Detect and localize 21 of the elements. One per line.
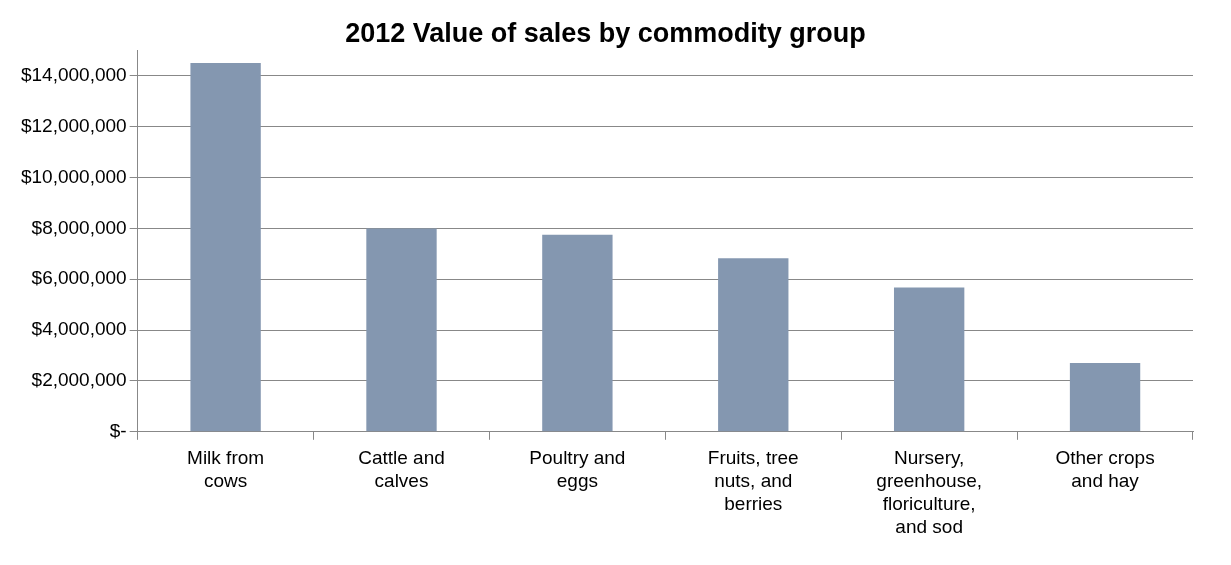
bar: [190, 63, 261, 432]
y-tick-label: $2,000,000: [31, 369, 127, 391]
y-tick-label: $6,000,000: [31, 267, 127, 289]
y-tick-label: $14,000,000: [20, 64, 127, 86]
y-tick-label: $10,000,000: [20, 165, 127, 187]
bar: [1069, 362, 1141, 432]
x-tick-label: Cattle and calves: [358, 447, 445, 492]
bar: [542, 234, 613, 432]
bar: [718, 258, 789, 432]
x-tick-label: Nursery, greenhouse, floriculture, and sod: [876, 447, 982, 537]
x-tick-label: Other crops and hay: [1055, 447, 1155, 492]
x-tick-label: Fruits, tree nuts, and berries: [707, 447, 799, 515]
y-tick-label: $12,000,000: [20, 114, 127, 136]
x-tick-label: Milk from cows: [187, 447, 265, 492]
bar: [893, 287, 965, 432]
x-tick-label: Poultry and eggs: [529, 447, 626, 492]
bar: [366, 228, 437, 432]
chart-title: 2012 Value of sales by commodity group: [345, 17, 866, 48]
y-tick-label: $-: [109, 420, 127, 442]
y-tick-label: $8,000,000: [31, 216, 127, 238]
y-tick-label: $4,000,000: [31, 318, 127, 340]
